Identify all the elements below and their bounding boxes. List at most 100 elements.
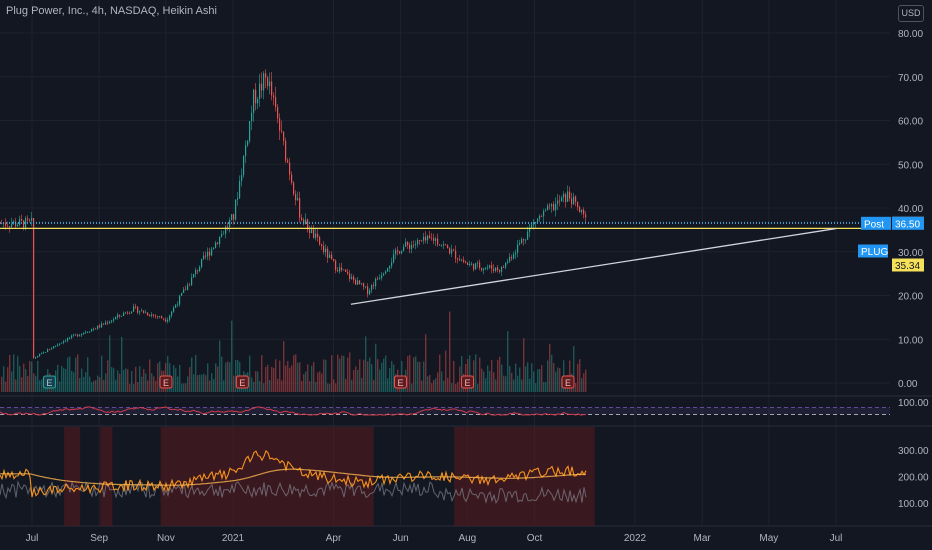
candle-body xyxy=(221,233,223,237)
volume-bar xyxy=(429,374,431,392)
candle-body xyxy=(129,312,131,314)
candle-body xyxy=(465,261,467,264)
candle-body xyxy=(345,269,347,272)
candle-body xyxy=(123,313,125,316)
candle-body xyxy=(387,268,389,272)
volume-bar xyxy=(575,382,577,392)
volume-bar xyxy=(149,359,151,392)
volume-bar xyxy=(427,376,429,392)
candle-body xyxy=(155,315,157,317)
candle-body xyxy=(549,205,551,207)
candle-body xyxy=(479,262,481,268)
volume-bar xyxy=(371,364,373,392)
volume-bar xyxy=(375,343,377,392)
candle-body xyxy=(483,268,485,271)
earnings-marker[interactable]: E xyxy=(42,375,56,389)
volume-bar xyxy=(37,360,39,392)
candle-body xyxy=(53,346,55,349)
candle-body xyxy=(291,174,293,183)
candle-body xyxy=(557,200,559,204)
candle-body xyxy=(413,244,415,246)
volume-bar xyxy=(93,380,95,392)
earnings-marker[interactable]: E xyxy=(461,375,474,389)
candle-body xyxy=(75,334,77,336)
volume-bar xyxy=(73,372,75,392)
currency-button[interactable]: USD xyxy=(898,5,924,22)
candle-body xyxy=(273,95,275,98)
volume-bar xyxy=(323,359,325,392)
volume-bar xyxy=(15,379,17,392)
candle-body xyxy=(213,247,215,249)
volume-bar xyxy=(259,381,261,392)
candle-body xyxy=(565,194,567,202)
candle-body xyxy=(141,310,143,312)
volume-bar xyxy=(29,361,31,392)
candle-body xyxy=(279,118,281,131)
volume-bar xyxy=(201,374,203,392)
volume-bar xyxy=(89,376,91,392)
candle-body xyxy=(173,307,175,312)
volume-bar xyxy=(357,370,359,392)
volume-bar xyxy=(515,363,517,392)
candle-body xyxy=(525,239,527,241)
volume-bar xyxy=(153,376,155,392)
volume-bar xyxy=(61,365,63,392)
symbol-value-tag: 35.34 xyxy=(895,261,920,272)
candle-body xyxy=(79,335,81,337)
candle-body xyxy=(231,214,233,221)
candle-body xyxy=(477,262,479,264)
candle-body xyxy=(161,316,163,319)
candle-body xyxy=(533,222,535,225)
candle-body xyxy=(405,242,407,247)
candle-body xyxy=(5,223,7,226)
volume-bar xyxy=(555,371,557,392)
volume-bar xyxy=(389,368,391,392)
earnings-marker[interactable]: E xyxy=(159,375,173,389)
volume-bar xyxy=(13,354,15,392)
candle-body xyxy=(285,140,287,161)
oscillator-line xyxy=(0,406,587,416)
oscillator-tick-label: 100.00 xyxy=(898,398,929,409)
volume-bar xyxy=(127,369,129,392)
volume-bar xyxy=(271,367,273,392)
volume-bar xyxy=(339,358,341,392)
indicator-line xyxy=(0,449,587,498)
candle-body xyxy=(381,275,383,279)
indicator-tick-label: 300.00 xyxy=(898,446,929,457)
volume-bar xyxy=(111,366,113,392)
candle-body xyxy=(577,201,579,208)
candle-body xyxy=(171,311,173,316)
candle-body xyxy=(183,289,185,293)
candle-body xyxy=(497,267,499,270)
candle-body xyxy=(535,222,537,223)
volume-bar xyxy=(125,368,127,392)
price-tick-label: 30.00 xyxy=(898,248,923,259)
volume-bar xyxy=(307,364,309,392)
candle-body xyxy=(411,244,413,249)
earnings-marker[interactable]: E xyxy=(235,375,249,389)
earnings-marker[interactable]: E xyxy=(561,375,575,389)
candle-body xyxy=(503,266,505,268)
volume-bar xyxy=(487,365,489,392)
candle-body xyxy=(51,348,53,350)
indicator-secondary-line xyxy=(0,480,587,505)
indicator-tick-label: 200.00 xyxy=(898,473,929,484)
candle-body xyxy=(107,322,109,324)
volume-bar xyxy=(203,373,205,392)
volume-bar xyxy=(265,366,267,392)
volume-bar xyxy=(183,383,185,392)
volume-bar xyxy=(321,373,323,392)
earnings-marker[interactable]: E xyxy=(394,375,407,389)
volume-bar xyxy=(59,381,61,392)
volume-bar xyxy=(215,363,217,392)
volume-bar xyxy=(31,361,33,392)
volume-bar xyxy=(527,362,529,392)
volume-bar xyxy=(519,367,521,392)
volume-bar xyxy=(359,359,361,392)
candle-body xyxy=(457,258,459,260)
volume-bar xyxy=(505,376,507,392)
volume-bar xyxy=(379,369,381,392)
